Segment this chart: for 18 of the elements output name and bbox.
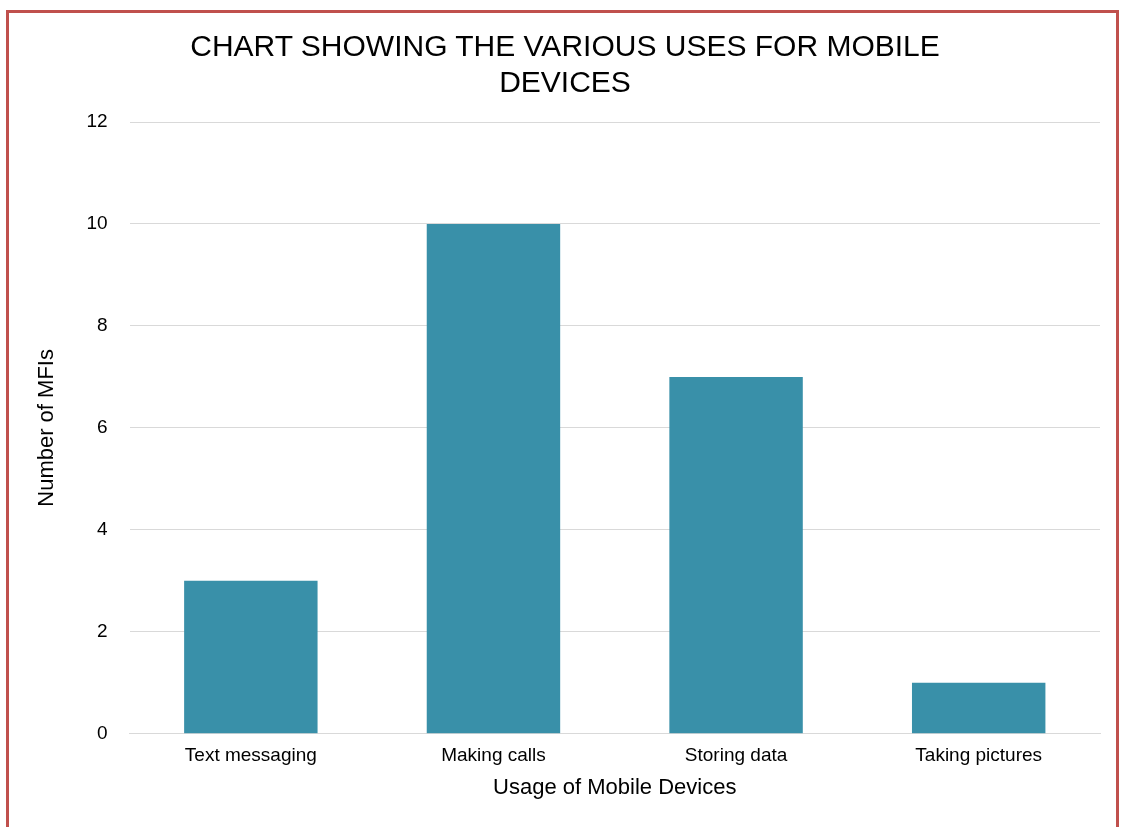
y-tick-label: 0 bbox=[96, 722, 108, 744]
x-axis-title: Usage of Mobile Devices bbox=[493, 773, 737, 799]
y-tick-label: 10 bbox=[86, 212, 108, 234]
y-tick-label: 6 bbox=[96, 416, 108, 438]
bar bbox=[911, 682, 1046, 734]
x-tick-label: Taking pictures bbox=[915, 744, 1043, 766]
x-tick-label: Making calls bbox=[441, 744, 546, 766]
bar bbox=[184, 580, 318, 734]
bar bbox=[426, 223, 561, 734]
y-axis-title: Number of MFIs bbox=[33, 349, 59, 507]
y-tick-label: 12 bbox=[86, 110, 108, 132]
x-tick-label: Storing data bbox=[684, 744, 788, 766]
y-tick-label: 2 bbox=[96, 620, 108, 642]
y-tick-label: 8 bbox=[96, 314, 108, 336]
bar bbox=[669, 376, 803, 734]
x-tick-label: Text messaging bbox=[184, 744, 317, 766]
y-tick-label: 4 bbox=[96, 518, 108, 540]
chart-title: CHART SHOWING THE VARIOUS USES FOR MOBILE DEVICES bbox=[190, 29, 940, 99]
